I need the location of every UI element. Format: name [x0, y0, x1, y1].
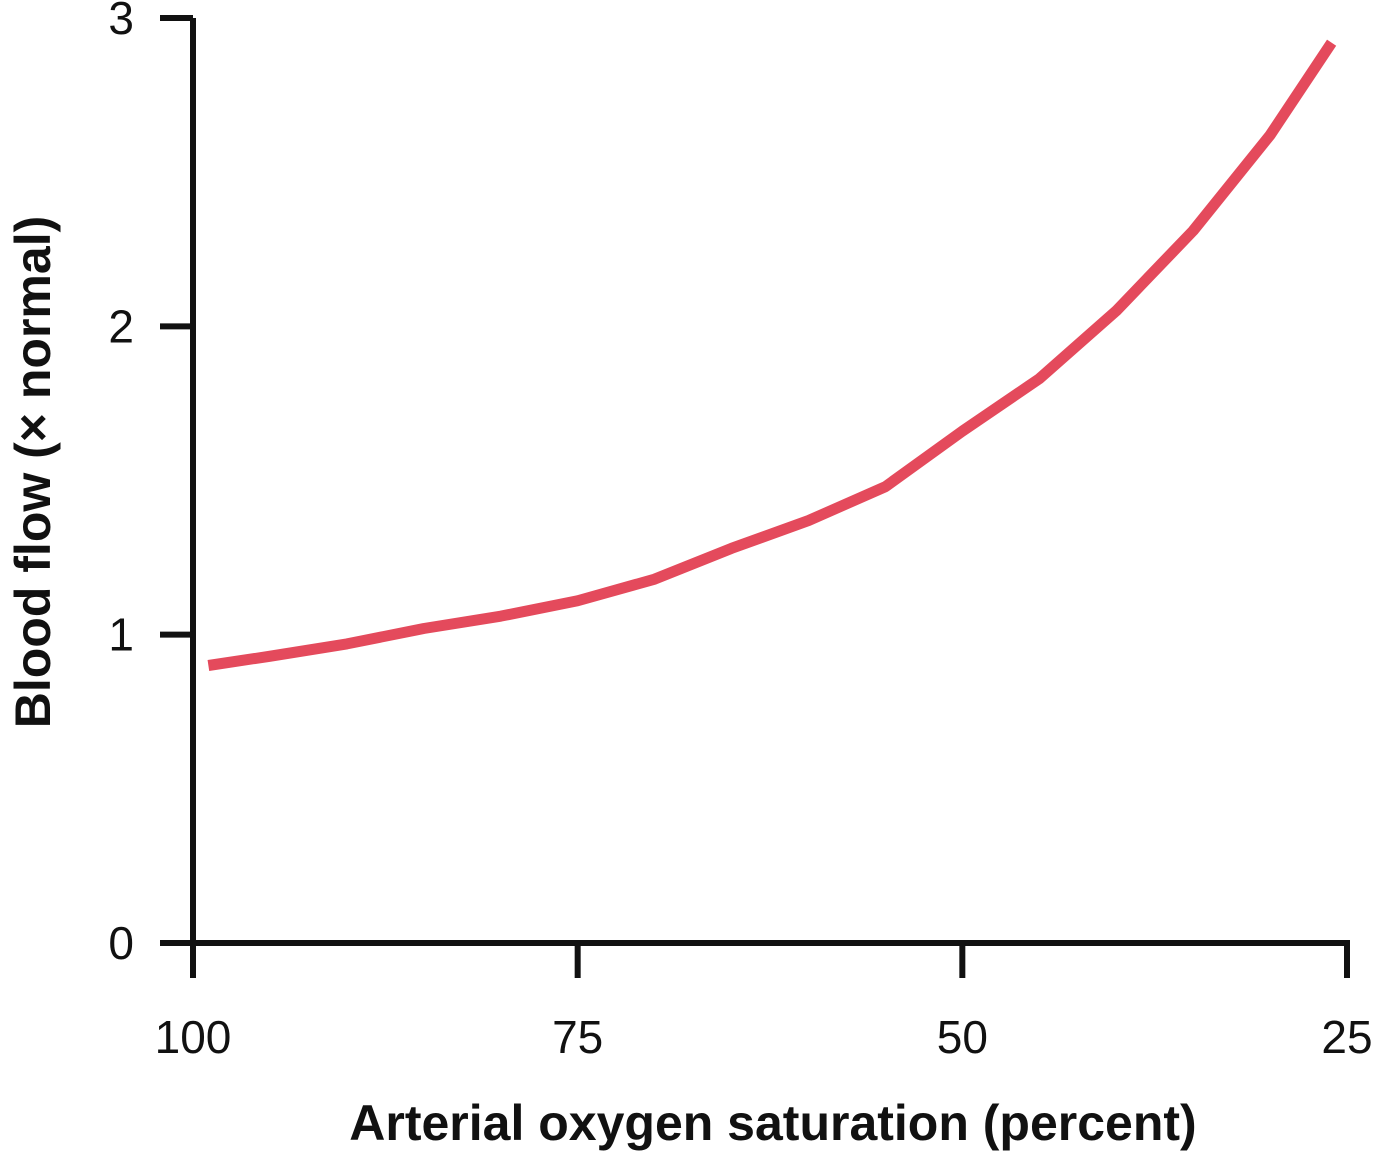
x-tick-label: 75 [552, 1011, 603, 1063]
y-tick-label: 0 [108, 917, 134, 969]
y-tick-label: 1 [108, 609, 134, 661]
x-tick-label: 25 [1321, 1011, 1372, 1063]
y-tick-label: 3 [108, 0, 134, 44]
line [207, 39, 1337, 671]
x-tick-label: 50 [937, 1011, 988, 1063]
x-axis-title: Arterial oxygen saturation (percent) [349, 1095, 1196, 1151]
x-tick-label: 100 [155, 1011, 232, 1063]
y-axis-title: Blood flow (× normal) [5, 216, 61, 728]
y-tick-label: 2 [108, 300, 134, 352]
